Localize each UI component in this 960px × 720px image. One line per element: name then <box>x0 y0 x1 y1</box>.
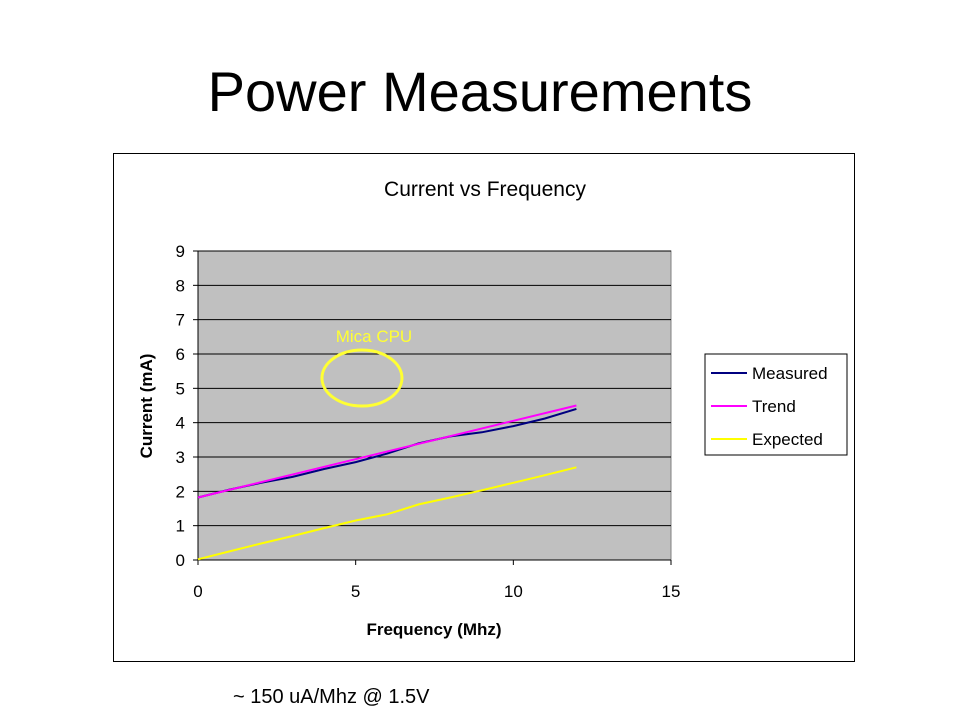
x-tick-label: 15 <box>662 582 681 601</box>
plot-area <box>197 250 672 561</box>
y-tick-label: 7 <box>176 311 185 330</box>
legend: Measured Trend Expected <box>704 353 848 456</box>
y-tick-label: 8 <box>176 276 185 295</box>
y-tick-label: 1 <box>176 517 185 536</box>
annotation-group: Mica CPU <box>320 327 413 408</box>
x-axis-label: Frequency (Mhz) <box>366 620 501 639</box>
y-tick-label: 4 <box>176 414 185 433</box>
y-tick-label: 6 <box>176 345 185 364</box>
series-line-trend <box>197 404 577 499</box>
grid-lines <box>198 250 671 527</box>
y-tick-label: 2 <box>176 482 185 501</box>
chart-svg: Current vs Frequency 0 1 2 3 4 5 6 7 8 9 0 5 10 15 Mi… <box>137 178 848 639</box>
footnote: ~ 150 uA/Mhz @ 1.5V <box>233 686 430 708</box>
tick-labels: 0 1 2 3 4 5 6 7 8 9 0 5 10 15 <box>176 242 681 601</box>
x-tick-label: 5 <box>351 582 360 601</box>
y-tick-label: 9 <box>176 242 185 261</box>
x-tick-label: 0 <box>193 582 202 601</box>
chart-title: Current vs Frequency <box>384 178 586 201</box>
legend-label-expected: Expected <box>752 430 823 449</box>
x-tick-label: 10 <box>504 582 523 601</box>
mica-cpu-circle <box>320 348 404 408</box>
legend-label-trend: Trend <box>752 397 796 416</box>
axes <box>193 250 672 565</box>
series-line-expected <box>197 466 577 561</box>
slide-title: Power Measurements <box>207 60 753 123</box>
y-tick-label: 0 <box>176 551 185 570</box>
series-group <box>197 404 577 561</box>
mica-cpu-label: Mica CPU <box>336 327 413 346</box>
y-tick-label: 5 <box>176 379 185 398</box>
legend-label-measured: Measured <box>752 364 828 383</box>
chart-frame: Current vs Frequency 0 1 2 3 4 5 6 7 8 9 0 5 10 15 Mi… <box>113 153 855 662</box>
y-axis-label: Current (mA) <box>137 354 156 459</box>
y-tick-label: 3 <box>176 448 185 467</box>
